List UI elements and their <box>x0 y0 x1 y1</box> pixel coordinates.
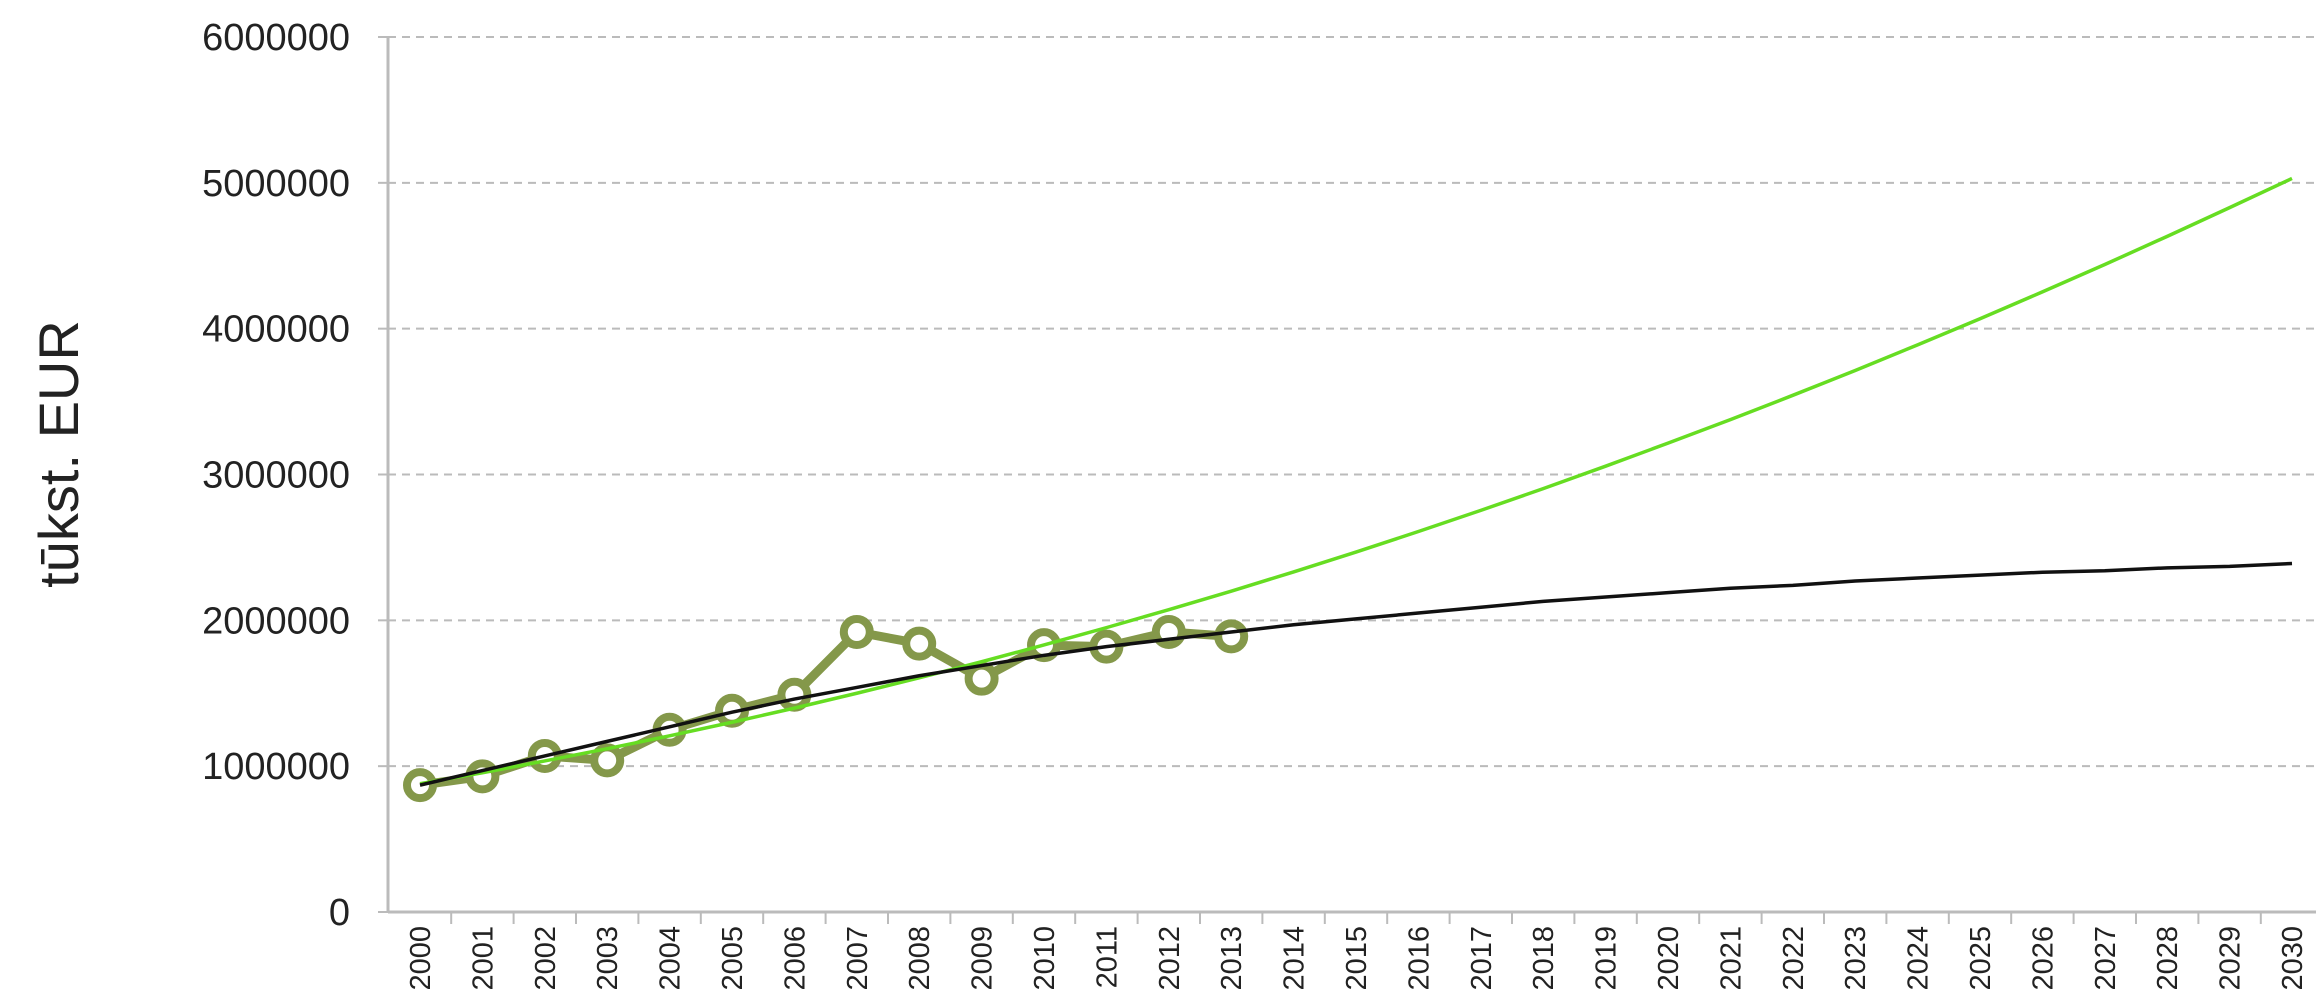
y-tick-label: 6000000 <box>202 17 350 59</box>
x-tick-label: 2027 <box>2090 926 2122 991</box>
x-tick-label: 2011 <box>1091 926 1123 988</box>
x-tick-label: 2005 <box>717 926 749 991</box>
x-tick-label: 2025 <box>1965 926 1997 991</box>
marker <box>964 661 999 696</box>
x-tick-label: 2001 <box>467 926 499 991</box>
x-tick-label: 2010 <box>1029 926 1061 991</box>
x-tick-label: 2003 <box>592 926 624 991</box>
y-tick-label: 3000000 <box>202 455 350 497</box>
x-tick-label: 2024 <box>1903 926 1935 991</box>
y-tick-label: 5000000 <box>202 163 350 205</box>
marker <box>902 626 937 661</box>
x-tick-label: 2028 <box>2152 926 2184 991</box>
x-tick-label: 2019 <box>1591 926 1623 991</box>
x-tick-label: 2026 <box>2027 926 2059 991</box>
x-tick-label: 2023 <box>1840 926 1872 991</box>
x-tick-label: 2018 <box>1528 926 1560 991</box>
x-tick-label: 2029 <box>2215 926 2247 991</box>
x-tick-label: 2017 <box>1466 926 1498 991</box>
series-line <box>419 176 2293 786</box>
x-tick-label: 2016 <box>1403 926 1435 991</box>
y-tick-label: 1000000 <box>202 746 350 788</box>
y-tick-label: 4000000 <box>202 309 350 351</box>
marker <box>1214 619 1249 654</box>
x-tick-label: 2012 <box>1154 926 1186 991</box>
x-tick-label: 2022 <box>1778 926 1810 991</box>
x-tick-label: 2004 <box>655 926 687 991</box>
marker <box>839 615 874 649</box>
x-tick-label: 2006 <box>779 926 811 991</box>
x-tick-label: 2000 <box>405 926 437 991</box>
y-tick-label: 0 <box>329 892 350 934</box>
x-tick-label: 2013 <box>1216 926 1248 991</box>
x-tick-label: 2008 <box>904 926 936 991</box>
x-tick-label: 2015 <box>1341 926 1373 991</box>
x-tick-label: 2021 <box>1715 926 1747 991</box>
series-line <box>419 561 2293 787</box>
y-tick-label: 2000000 <box>202 600 350 642</box>
x-tick-label: 2007 <box>842 926 874 991</box>
x-tick-label: 2014 <box>1279 926 1311 991</box>
marker <box>777 677 812 712</box>
x-tick-label: 2009 <box>967 926 999 991</box>
x-tick-label: 2002 <box>530 926 562 991</box>
x-tick-label: 2030 <box>2277 926 2309 991</box>
y-axis-label: tūkst. EUR <box>27 320 90 588</box>
x-tick-label: 2020 <box>1653 926 1685 991</box>
